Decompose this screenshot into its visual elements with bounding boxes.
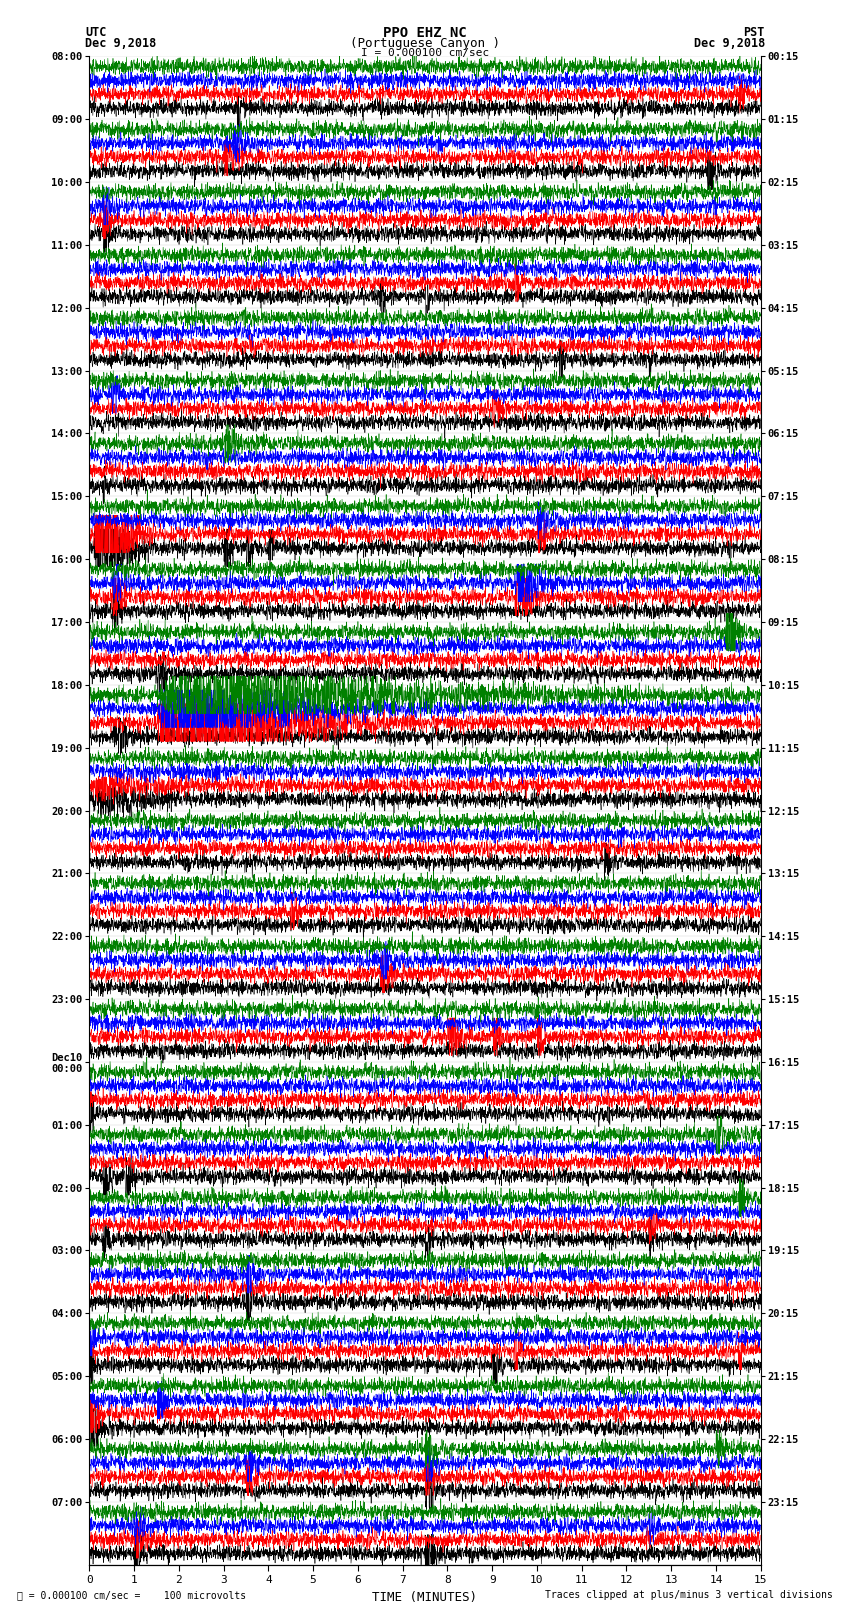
X-axis label: TIME (MINUTES): TIME (MINUTES) [372, 1590, 478, 1603]
Text: PPO EHZ NC: PPO EHZ NC [383, 26, 467, 40]
Text: (Portuguese Canyon ): (Portuguese Canyon ) [350, 37, 500, 50]
Text: ⦑ = 0.000100 cm/sec =    100 microvolts: ⦑ = 0.000100 cm/sec = 100 microvolts [17, 1590, 246, 1600]
Text: I = 0.000100 cm/sec: I = 0.000100 cm/sec [361, 48, 489, 58]
Text: Traces clipped at plus/minus 3 vertical divisions: Traces clipped at plus/minus 3 vertical … [545, 1590, 833, 1600]
Text: Dec 9,2018: Dec 9,2018 [694, 37, 765, 50]
Text: Dec 9,2018: Dec 9,2018 [85, 37, 156, 50]
Text: PST: PST [744, 26, 765, 39]
Text: UTC: UTC [85, 26, 106, 39]
